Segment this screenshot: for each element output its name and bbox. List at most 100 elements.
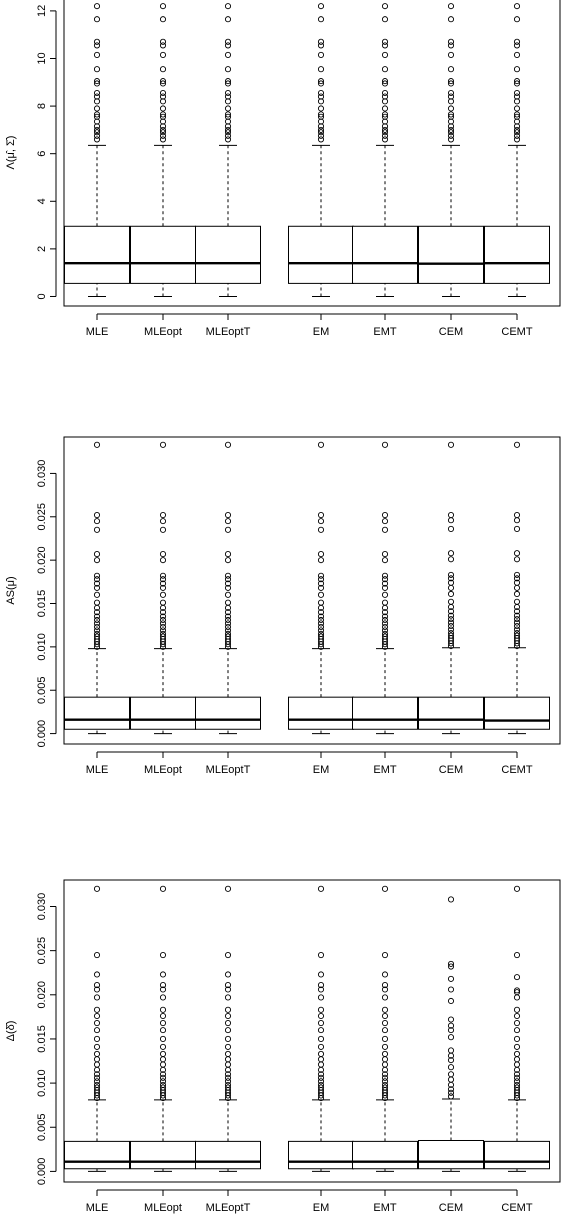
boxplot-panel-as: AS(μ̂) 0.000 0.005 0.010 0.015 0.020 0.025 0.0…	[5, 436, 561, 776]
outlier-point	[317, 512, 325, 519]
outlier-point	[159, 633, 167, 640]
outlier-point	[159, 885, 167, 892]
outlier-point	[381, 633, 389, 640]
outlier-point	[317, 557, 325, 564]
outlier-point	[224, 113, 232, 120]
y-tick-label: 0.015	[36, 590, 48, 618]
y-tick-label: 0.010	[36, 1069, 48, 1097]
outlier-point	[381, 1020, 389, 1027]
outlier-point	[513, 441, 521, 448]
outlier-point	[447, 960, 455, 967]
outlier-point	[513, 525, 521, 532]
outlier-point	[93, 512, 101, 519]
outlier-point	[513, 93, 521, 100]
outlier-point	[224, 1084, 232, 1091]
outlier-point	[513, 1043, 521, 1050]
outlier-point	[224, 126, 232, 133]
outlier-point	[513, 129, 521, 136]
outlier-point	[447, 1089, 455, 1096]
outlier-point	[513, 1035, 521, 1042]
outlier-point	[381, 66, 389, 73]
x-tick-label: EMT	[373, 764, 397, 776]
outlier-point	[93, 66, 101, 73]
y-tick-label: 0.000	[36, 720, 48, 748]
boxplot-panel-delta: Δ(δ̂) 0.000 0.005 0.010 0.015 0.020 0.025 0.03…	[5, 879, 561, 1214]
outlier-point	[224, 518, 232, 525]
outlier-point	[317, 1035, 325, 1042]
outlier-point	[159, 994, 167, 1001]
outlier-point	[224, 1081, 232, 1088]
outlier-point	[159, 1006, 167, 1013]
outlier-point	[317, 38, 325, 45]
outlier-point	[159, 38, 167, 45]
outlier-point	[93, 613, 101, 620]
outlier-point	[93, 580, 101, 587]
outlier-point	[317, 526, 325, 533]
outlier-point	[381, 613, 389, 620]
outlier-point	[159, 1061, 167, 1068]
outlier-point	[381, 526, 389, 533]
outlier-point	[93, 591, 101, 598]
outlier-point	[159, 89, 167, 97]
outlier-point	[93, 599, 101, 606]
outlier-point	[381, 616, 389, 624]
iqr-box	[195, 696, 261, 730]
outlier-point	[513, 1027, 521, 1034]
outlier-point	[317, 1027, 325, 1034]
outlier-point	[513, 987, 521, 994]
x-tick-label: MLEopt	[144, 1202, 182, 1214]
outlier-point	[317, 113, 325, 120]
outlier-point	[93, 3, 101, 10]
outlier-point	[159, 93, 167, 100]
outlier-point	[224, 551, 232, 558]
outlier-point	[513, 1006, 521, 1013]
x-tick-label: CEM	[439, 1202, 463, 1214]
outlier-point	[513, 1074, 521, 1081]
x-tick-label: CEMT	[501, 326, 532, 338]
outlier-point	[93, 609, 101, 616]
outlier-point	[447, 616, 455, 623]
x-tick-label: MLEopt	[144, 764, 182, 776]
outlier-point	[224, 591, 232, 598]
outlier-point	[513, 571, 521, 578]
outlier-point	[513, 590, 521, 598]
outlier-point	[317, 441, 325, 448]
outlier-point	[317, 994, 325, 1001]
outlier-point	[317, 986, 325, 993]
outlier-point	[381, 591, 389, 598]
outlier-point	[447, 1086, 455, 1093]
outlier-point	[513, 1081, 521, 1088]
outlier-point	[447, 1022, 455, 1029]
outlier-point	[93, 16, 101, 23]
outlier-point	[93, 105, 101, 112]
iqr-box	[130, 696, 196, 730]
outlier-point	[381, 441, 389, 448]
outlier-point	[159, 42, 167, 49]
outlier-point	[317, 93, 325, 100]
outlier-point	[317, 982, 325, 989]
outlier-point	[381, 1056, 389, 1063]
outlier-point	[513, 952, 521, 959]
outlier-point	[224, 1056, 232, 1063]
outlier-point	[513, 517, 521, 524]
outlier-point	[93, 42, 101, 49]
outlier-point	[93, 616, 101, 624]
outlier-point	[317, 80, 325, 87]
outlier-point	[513, 1078, 521, 1085]
y-axis-label: Λ(μ̂, Σ̂)	[5, 136, 17, 170]
outlier-point	[513, 1084, 521, 1091]
outlier-point	[224, 111, 232, 118]
outlier-point	[93, 1081, 101, 1088]
outlier-point	[93, 994, 101, 1001]
outlier-point	[224, 3, 232, 10]
outlier-point	[447, 136, 455, 143]
outlier-point	[224, 16, 232, 23]
outlier-point	[317, 599, 325, 606]
outlier-point	[513, 512, 521, 519]
outlier-point	[447, 525, 455, 532]
outlier-point	[513, 1012, 521, 1020]
outlier-point	[381, 1061, 389, 1068]
outlier-point	[159, 1074, 167, 1081]
outlier-point	[317, 609, 325, 616]
outlier-point	[513, 80, 521, 87]
